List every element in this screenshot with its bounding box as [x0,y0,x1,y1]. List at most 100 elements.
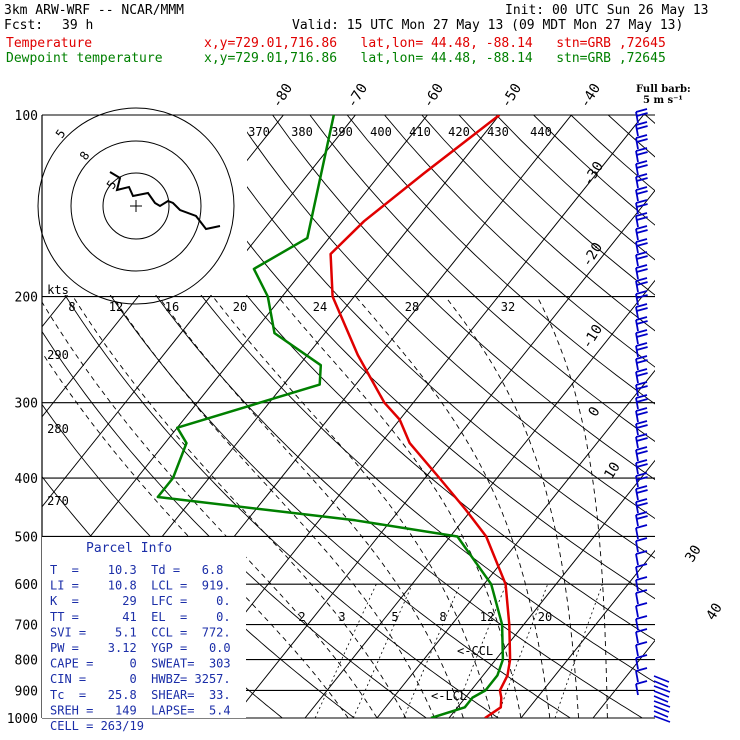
wind-barb-staff [635,553,639,566]
pressure-tick-label: 700 [15,619,38,634]
wind-barb-flag [635,394,648,399]
wind-barb-staff [635,124,639,137]
wind-barb-flag [635,628,648,633]
wind-barb-staff [653,715,671,723]
dewpoint-profile-line [156,115,505,718]
wind-barb-flag [635,316,648,321]
dry-adiabat [309,115,655,443]
wind-barb-staff [635,670,639,683]
wind-barb-staff [635,397,639,410]
wind-barb-staff [635,501,639,514]
mixing-ratio-label: 8 [68,300,75,314]
wind-barb-staff [635,631,639,644]
wind-barb-flag [635,446,648,451]
moist-adiabat [355,296,551,718]
wind-barb-staff [653,680,669,688]
wind-legend-line1: Full barb: [636,84,691,95]
wind-barb-flag [636,203,648,208]
wind-barb-flag [635,264,648,269]
wind-barb-flag [636,242,648,247]
wind-barb-staff [635,423,639,436]
theta-label: 440 [530,125,552,139]
wind-barb-flag [636,294,648,299]
wind-barb-staff [635,358,639,371]
pressure-tick-label: 200 [15,291,38,306]
wind-barb-staff [635,371,639,384]
wind-barb-flag [636,489,648,494]
wind-barb-flag [635,472,648,477]
parcel-info-row: LI = 10.8 LCL = 919. [50,579,231,593]
mixing-ratio-label: 20 [538,610,552,624]
wind-barb-flag [635,121,648,126]
isotherm-label: 10 [601,459,624,482]
wind-barb-flag [635,212,648,217]
wind-barb-staff [635,436,639,449]
wind-barb-flag [636,398,648,403]
wind-barb-staff [635,202,639,215]
parcel-info-row: PW = 3.12 YGP = 0.0 [50,641,231,655]
mixing-ratio-label: 12 [480,610,494,624]
wind-barb-staff [635,566,639,579]
wind-barb-flag [635,173,648,178]
wind-barb-flag [635,368,648,373]
wind-barb-staff [635,176,639,189]
wind-barb-staff [653,675,670,683]
wind-barb-flag [635,303,648,308]
pressure-tick-label: 1000 [7,712,38,727]
theta-label: 420 [448,125,470,139]
wind-barb-flag [635,238,648,243]
moist-adiabat [158,296,464,718]
wind-barb-staff [653,710,669,718]
dewpoint-legend: Dewpoint temperature [6,51,163,66]
dry-adiabat [607,115,655,158]
moist-adiabat [42,351,349,718]
wind-barb-flag [635,511,648,516]
parcel-info-title: Parcel Info [86,541,172,556]
wind-barb-flag [636,424,648,429]
isotherm-line [232,189,655,718]
wind-barb-flag [635,680,648,685]
isotherm-label: -70 [344,81,371,111]
wind-barb-flag [635,654,648,659]
parcel-info-row: Tc = 25.8 SHEAR= 33. [50,688,231,702]
forecast-label: Fcst: [4,18,44,33]
theta-side-label: 290 [47,348,69,362]
theta-side-label: 280 [47,422,69,436]
wind-barb-flag [635,147,648,152]
wind-barb-staff [653,705,670,713]
wind-barb-flag [636,216,648,221]
wind-barb-flag [635,160,648,165]
isotherm-label: -80 [269,81,296,111]
parcel-info-row: CIN = 0 HWBZ= 3257. [50,672,231,686]
wind-barb-flag [636,151,648,156]
mixing-ratio-label: 8 [439,610,446,624]
wind-barb-flag [636,411,648,416]
wind-barb-flag [635,329,648,334]
mixing-ratio-line [554,584,603,718]
wind-barb-flag [635,433,648,438]
isotherm-label: 0 [586,404,604,420]
wind-barb-flag [635,563,648,568]
wind-barb-flag [636,229,648,234]
wind-barb-staff [635,189,639,202]
theta-label: 410 [409,125,431,139]
mixing-ratio-label: 2 [298,610,305,624]
mixing-ratio-label: 16 [165,300,179,314]
pressure-tick-label: 500 [15,530,38,545]
wind-barb-staff [635,150,639,163]
isotherm-label: -50 [498,81,525,111]
dry-adiabat [160,115,655,600]
dry-adiabat [123,115,655,641]
wind-barb-flag [636,112,648,117]
forecast-hour: 39 h [62,18,94,33]
wind-barb-flag [636,372,648,377]
wind-barb-staff [653,695,669,703]
wind-barb-staff [635,605,639,618]
pressure-tick-label: 100 [15,109,38,124]
parcel-info-row: SVI = 5.1 CCL = 772. [50,625,231,639]
isotherm-label: -20 [579,240,606,270]
hodograph [37,107,247,305]
wind-barb-staff [635,254,639,267]
mixing-ratio-line [314,584,377,718]
wind-barb-staff [635,592,639,605]
